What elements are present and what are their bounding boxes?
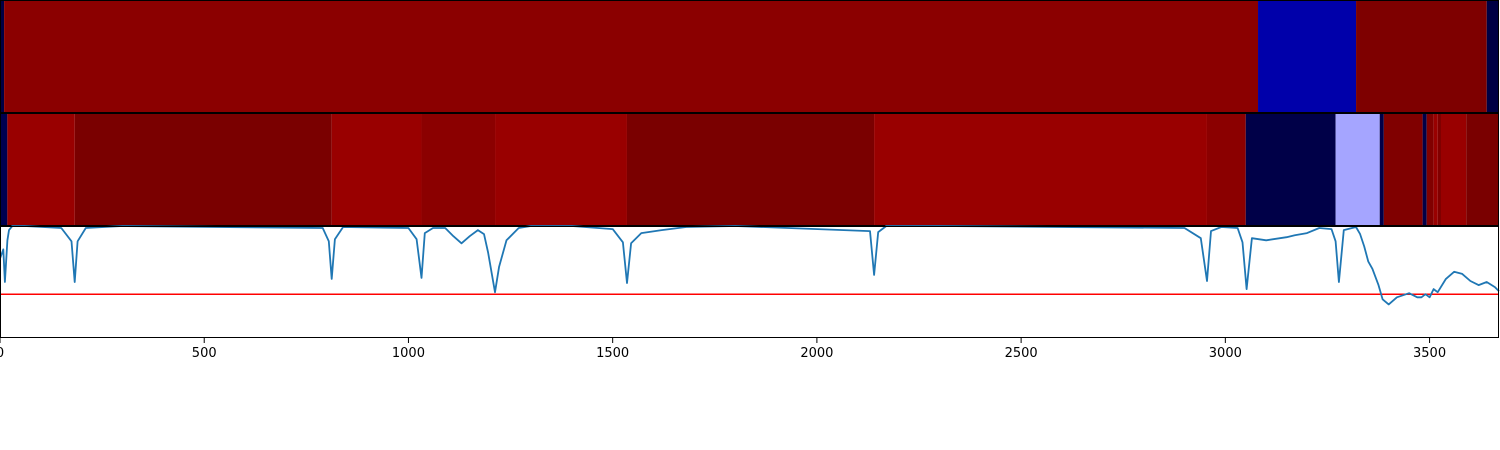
x-tick-label: 0: [0, 346, 4, 361]
heatmap-cell-2-1: [7, 114, 75, 225]
x-tick-label: 3500: [1413, 346, 1446, 361]
heatmap-cell-2-7: [874, 114, 1207, 225]
heatmap-cell-2-18: [1466, 114, 1499, 225]
x-tick-label: 3000: [1209, 346, 1242, 361]
heatmap-cell-2-2: [74, 114, 332, 225]
heatmap-cell-2-0: [0, 114, 8, 225]
heatmap-cell-2-6: [626, 114, 875, 225]
x-tick-label: 1000: [392, 346, 425, 361]
line-panel: 0 500 1000 1500 2000 2500 3000 3500: [0, 225, 1500, 361]
x-tick-label: 2000: [800, 346, 833, 361]
x-tick-label: 500: [192, 346, 217, 361]
heatmap-cell-2-13: [1422, 114, 1427, 225]
heatmap-cell-2-17: [1441, 114, 1467, 225]
heatmap-frame-2: [0, 113, 1499, 226]
heatmap-cell-1-0: [0, 1, 5, 112]
heatmap-cell-1-2: [1258, 1, 1357, 112]
heatmap-cell-2-5: [495, 114, 627, 225]
heatmap-cell-1-1: [4, 1, 1259, 112]
x-tick-label: 1500: [596, 346, 629, 361]
heatmap-cell-2-12: [1383, 114, 1423, 225]
x-tick-label: 2500: [1005, 346, 1038, 361]
heatmap-cell-2-16: [1437, 114, 1442, 225]
heatmap-cell-2-14: [1426, 114, 1434, 225]
heatmap-cell-2-8: [1206, 114, 1246, 225]
heatmap-cell-2-15: [1433, 114, 1438, 225]
heatmap-cell-2-9: [1245, 114, 1336, 225]
heatmap-frame-1: [0, 0, 1499, 113]
heatmap-panel-top: [0, 0, 1499, 113]
heatmap-cell-2-3: [331, 114, 422, 225]
line-panel-frame: [0, 226, 1499, 338]
heatmap-cell-2-11: [1379, 114, 1384, 225]
heatmap-cell-1-4: [1486, 1, 1499, 112]
heatmap-cell-2-10: [1335, 114, 1380, 225]
heatmap-panel-middle: [0, 113, 1499, 226]
heatmap-cell-1-3: [1356, 1, 1487, 112]
heatmap-cell-2-4: [421, 114, 496, 225]
series-line: [0, 225, 1500, 306]
